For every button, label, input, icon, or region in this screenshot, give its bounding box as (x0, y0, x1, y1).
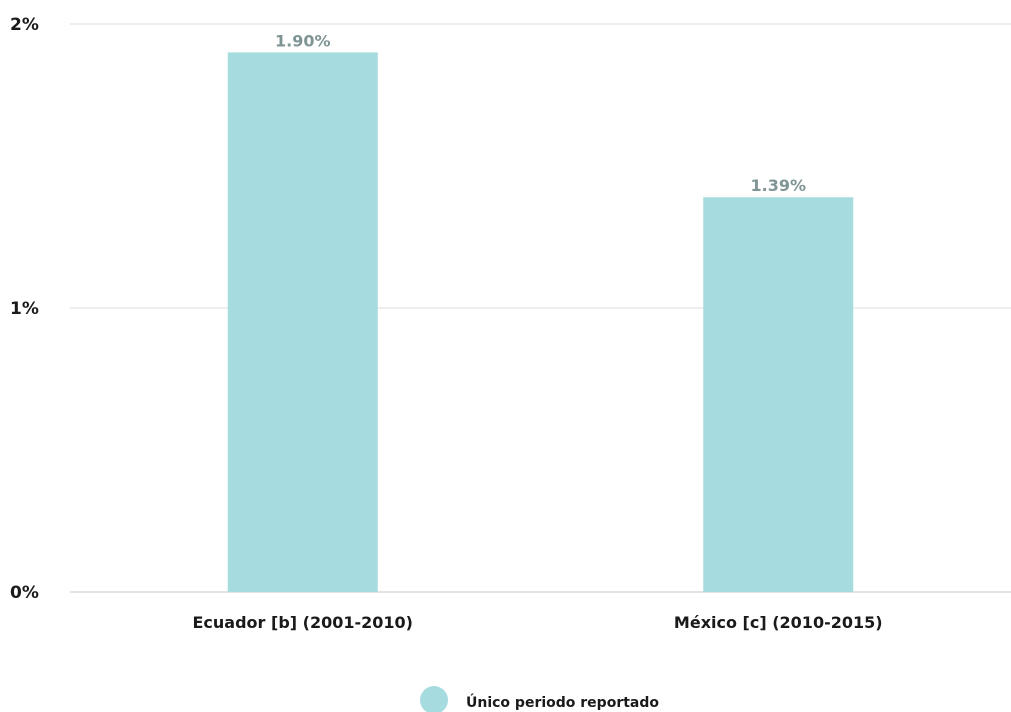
y-axis-tick-labels: 0% 1% 2% (10, 15, 39, 603)
x-tick-label-ecuador-b-2001-2010: Ecuador [b] (2001-2010) (193, 613, 413, 632)
gridlines (70, 24, 1011, 592)
y-tick-label: 0% (10, 583, 39, 603)
bar-ecuador-b-2001-2010 (228, 52, 378, 592)
x-axis-tick-labels: Ecuador [b] (2001-2010) México [c] (2010-… (193, 613, 883, 632)
legend-label-unico-periodo: Único periodo reportado (466, 693, 659, 711)
data-label-m-xico-c-2010-2015: 1.39% (750, 176, 806, 195)
bars (228, 52, 854, 592)
y-tick-label: 1% (10, 299, 39, 319)
bar-m-xico-c-2010-2015 (703, 197, 853, 592)
x-tick-label-m-xico-c-2010-2015: México [c] (2010-2015) (674, 613, 883, 632)
legend: Único periodo reportado (420, 686, 659, 712)
legend-swatch-unico-periodo (420, 686, 448, 712)
y-tick-label: 2% (10, 15, 39, 35)
data-label-ecuador-b-2001-2010: 1.90% (275, 31, 331, 50)
